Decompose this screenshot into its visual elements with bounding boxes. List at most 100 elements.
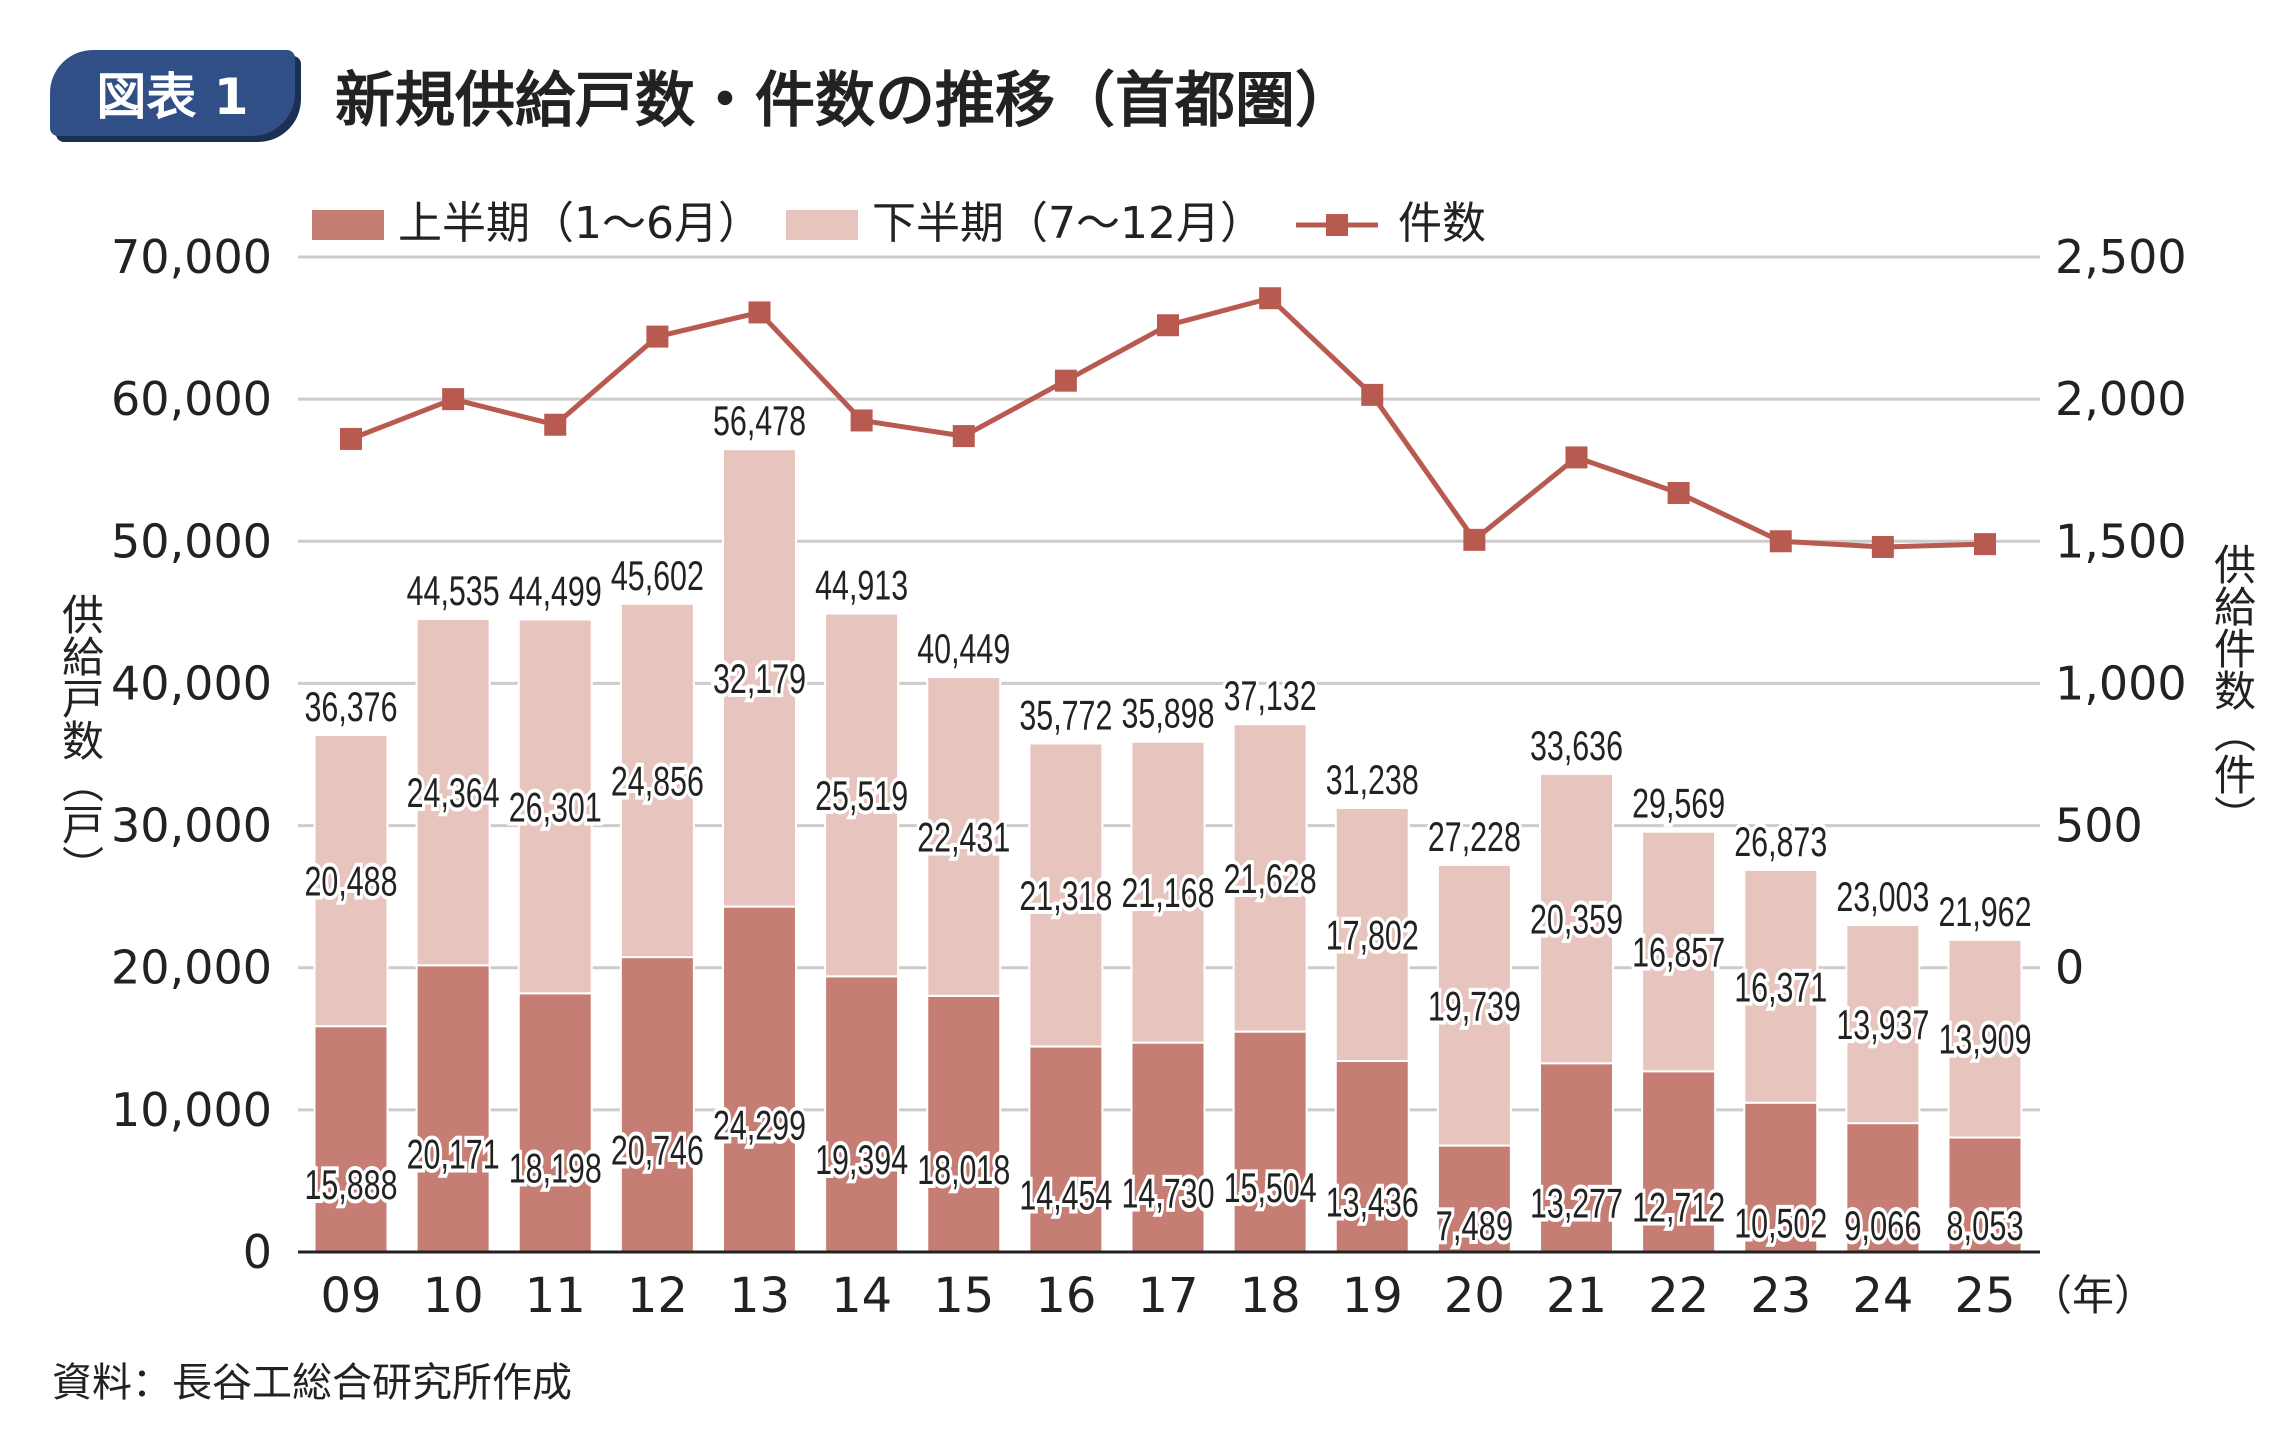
line-point (646, 325, 669, 348)
bar-second-half (1028, 742, 1104, 1048)
data-label-second-half: 22,431 (917, 813, 1010, 860)
y-tick-left: 70,000 (111, 230, 272, 284)
x-tick: 10 (423, 1268, 484, 1324)
line-point (544, 413, 567, 436)
y-tick-right: 500 (2055, 799, 2143, 853)
data-label-total: 27,228 (1428, 813, 1521, 860)
data-label-second-half: 13,937 (1836, 1001, 1929, 1048)
line-point (1157, 314, 1179, 337)
data-label-total: 56,478 (713, 397, 806, 444)
data-label-first-half: 8,053 (1946, 1202, 2024, 1249)
data-label-first-half: 18,018 (917, 1146, 1010, 1193)
source-note: 資料：長谷工総合研究所作成 (52, 1360, 572, 1406)
bar-second-half (1232, 723, 1308, 1033)
line-point (952, 425, 975, 448)
bar-second-half (1436, 863, 1512, 1147)
bar-second-half (517, 618, 593, 995)
bar-second-half (1539, 772, 1614, 1065)
x-tick: 25 (1954, 1268, 2015, 1324)
data-label-first-half: 14,454 (1019, 1171, 1112, 1218)
y-tick-left: 40,000 (111, 656, 272, 710)
bar-second-half (1845, 924, 1921, 1125)
bar-first-half (1641, 1070, 1717, 1253)
data-label-total: 37,132 (1224, 672, 1317, 719)
data-label-second-half: 16,857 (1632, 929, 1725, 976)
x-tick: 16 (1035, 1268, 1096, 1324)
bar-second-half (415, 617, 491, 967)
bar-second-half (1641, 830, 1717, 1073)
legend-swatch-marker (1326, 214, 1348, 236)
data-label-first-half: 20,746 (611, 1127, 704, 1174)
y-tick-right: 0 (2055, 941, 2084, 995)
bar-first-half (313, 1025, 389, 1254)
line-point (1667, 481, 1690, 504)
line-point (1565, 446, 1588, 469)
data-label-first-half: 18,198 (509, 1145, 602, 1192)
x-tick: 18 (1240, 1268, 1301, 1324)
x-tick: 21 (1546, 1268, 1607, 1324)
bar-first-half (1947, 1136, 2023, 1253)
data-label-second-half: 32,179 (713, 655, 806, 702)
line-point (1361, 383, 1384, 406)
legend-label-count: 件数 (1398, 198, 1486, 249)
y-tick-right: 2,500 (2055, 230, 2187, 284)
bar-first-half (722, 905, 797, 1253)
data-label-second-half: 21,318 (1019, 872, 1112, 919)
data-label-total: 26,873 (1734, 818, 1827, 865)
data-label-second-half: 20,359 (1530, 896, 1623, 943)
y-tick-right: 1,500 (2055, 514, 2187, 568)
y-tick-left: 50,000 (111, 514, 272, 568)
bar-first-half (824, 975, 900, 1253)
data-label-total: 44,535 (407, 567, 500, 614)
data-label-total: 36,376 (305, 683, 398, 730)
data-label-second-half: 21,628 (1224, 855, 1317, 902)
data-label-second-half: 16,371 (1734, 963, 1827, 1010)
data-label-total: 35,772 (1019, 692, 1112, 739)
bar-second-half (1130, 740, 1206, 1044)
data-label-total: 44,499 (509, 567, 602, 614)
data-label-total: 44,913 (815, 562, 908, 609)
data-label-first-half: 24,299 (713, 1101, 806, 1148)
x-tick: 09 (320, 1268, 381, 1324)
x-tick: 15 (933, 1268, 994, 1324)
line-point (340, 427, 362, 450)
bar-first-half (1334, 1060, 1410, 1253)
bar-first-half (415, 964, 491, 1253)
data-label-total: 45,602 (611, 552, 704, 599)
legend-swatch-first-half (312, 210, 384, 240)
data-label-total: 31,238 (1326, 756, 1419, 803)
bar-first-half (1436, 1144, 1512, 1253)
data-label-second-half: 26,301 (509, 783, 602, 830)
y-axis-label-left: 供給戸数（戸） (56, 593, 105, 887)
bar-second-half (619, 602, 695, 959)
data-label-first-half: 13,277 (1530, 1180, 1623, 1227)
x-tick: 22 (1648, 1268, 1709, 1324)
data-label-second-half: 19,739 (1428, 982, 1521, 1029)
bar-second-half (1947, 938, 2023, 1139)
x-tick: 17 (1137, 1268, 1198, 1324)
line-point (442, 388, 465, 411)
y-tick-left: 60,000 (111, 372, 272, 426)
line-point (850, 409, 873, 432)
x-tick: 11 (525, 1268, 586, 1324)
x-tick: 14 (831, 1268, 892, 1324)
x-axis-unit: （年） (2030, 1271, 2156, 1320)
x-tick: 24 (1852, 1268, 1913, 1324)
chart-title: 新規供給戸数・件数の推移（首都圏） (335, 66, 1355, 136)
data-label-first-half: 19,394 (815, 1136, 908, 1183)
line-point (1259, 287, 1282, 310)
line-point (1974, 533, 1996, 556)
data-label-total: 35,898 (1122, 690, 1215, 737)
bar-first-half (926, 994, 1002, 1254)
data-label-second-half: 21,168 (1122, 869, 1215, 916)
bar-first-half (1130, 1041, 1206, 1253)
data-label-second-half: 20,488 (305, 858, 398, 905)
x-tick: 20 (1444, 1268, 1505, 1324)
x-tick: 19 (1342, 1268, 1403, 1324)
data-label-second-half: 24,364 (407, 769, 500, 816)
data-label-first-half: 20,171 (407, 1131, 500, 1178)
x-tick: 23 (1750, 1268, 1811, 1324)
bar-first-half (619, 956, 695, 1253)
line-point (748, 301, 771, 324)
bar-second-half (1334, 806, 1410, 1063)
